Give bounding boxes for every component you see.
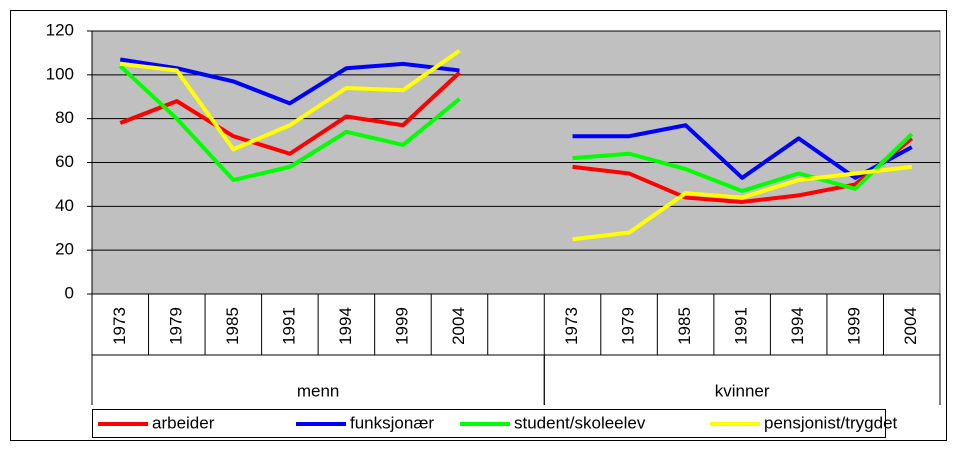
x-tick-label: 1991 [732,307,751,345]
y-tick-label: 80 [55,108,74,127]
y-tick-label: 20 [55,240,74,259]
legend-label: arbeider [152,413,215,432]
group-label: kvinner [715,381,770,400]
x-tick-label: 1985 [223,307,242,345]
x-tick-label: 1973 [562,307,581,345]
legend-label: funksjonær [350,413,434,432]
legend-label: student/skoleelev [514,413,646,432]
y-tick-label: 60 [55,152,74,171]
y-tick-label: 0 [65,283,74,302]
series-line [118,64,914,193]
y-tick-label: 40 [55,196,74,215]
y-tick-label: 120 [46,20,74,39]
series-line [120,49,912,242]
series-line [119,71,913,204]
x-tick-label: 1973 [110,307,129,345]
x-tick-label: 1999 [845,307,864,345]
x-tick-label: 1979 [166,307,185,345]
x-tick-label: 1994 [336,307,355,345]
x-tick-label: 1991 [279,307,298,345]
x-tick-label: 2004 [901,307,920,345]
y-tick-label: 100 [46,64,74,83]
x-tick-label: 1979 [619,307,638,345]
x-tick-label: 1985 [675,307,694,345]
legend-label: pensjonist/trygdet [764,413,898,432]
series-line [119,57,913,180]
x-tick-label: 1999 [392,307,411,345]
x-tick-label: 1994 [788,307,807,345]
x-tick-label: 2004 [449,307,468,345]
group-label: menn [297,381,340,400]
